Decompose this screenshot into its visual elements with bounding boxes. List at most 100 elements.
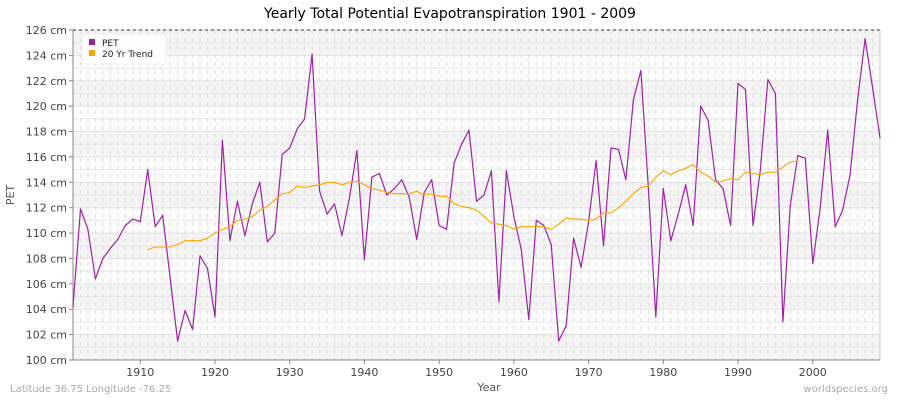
trend-data-point (446, 195, 448, 197)
pet-data-point (393, 188, 395, 190)
pet-data-point (147, 169, 149, 171)
trend-data-point (558, 223, 560, 225)
pet-data-point (804, 157, 806, 159)
pet-data-point (490, 170, 493, 172)
trend-data-point (333, 181, 336, 183)
x-tick-label: 2000 (799, 366, 827, 379)
trend-data-point (236, 219, 238, 221)
trend-data-point (677, 170, 679, 172)
pet-data-point (468, 129, 470, 131)
pet-data-point (767, 78, 769, 81)
trend-data-point (423, 194, 425, 196)
pet-data-point (692, 224, 694, 227)
pet-data-point (729, 224, 732, 227)
pet-data-point (864, 38, 866, 40)
pet-data-point (386, 194, 388, 196)
x-tick-label: 1970 (575, 366, 603, 379)
pet-data-point (453, 162, 455, 164)
trend-data-point (266, 205, 268, 208)
pet-data-point (191, 328, 194, 331)
pet-data-point (117, 238, 119, 241)
trend-data-point (767, 171, 769, 173)
pet-data-point (715, 179, 717, 181)
trend-data-point (393, 193, 395, 195)
pet-data-point (677, 213, 679, 215)
pet-data-point (528, 318, 530, 320)
x-tick-label: 1950 (425, 366, 453, 379)
trend-data-point (326, 181, 328, 183)
trend-data-point (371, 188, 373, 190)
pet-data-point (834, 226, 836, 228)
pet-data-point (296, 128, 298, 130)
pet-data-point (640, 70, 642, 72)
x-tick-label: 1930 (276, 366, 304, 379)
trend-data-point (685, 167, 687, 169)
trend-data-point (191, 240, 194, 242)
trend-data-point (296, 185, 298, 187)
pet-data-point (311, 53, 313, 55)
y-tick-label: 116 cm (26, 151, 67, 164)
trend-data-point (483, 215, 485, 218)
trend-data-point (475, 209, 478, 211)
x-tick-label: 1940 (350, 366, 378, 379)
pet-data-point (535, 219, 537, 221)
pet-data-point (520, 248, 522, 251)
pet-data-point (670, 240, 672, 242)
trend-data-point (251, 215, 253, 218)
pet-data-point (79, 208, 82, 210)
source-caption: worldspecies.org (803, 384, 888, 395)
pet-data-point (625, 179, 627, 181)
y-tick-label: 112 cm (26, 202, 67, 215)
trend-data-point (617, 207, 620, 209)
pet-data-point (632, 99, 635, 101)
trend-data-point (737, 179, 739, 181)
pet-data-point (236, 200, 238, 202)
trend-data-point (759, 174, 762, 176)
pet-data-point (304, 118, 306, 120)
trend-data-point (169, 246, 171, 248)
y-tick-label: 104 cm (26, 303, 67, 316)
trend-data-point (722, 180, 724, 182)
pet-data-point (109, 247, 111, 249)
pet-data-point (460, 143, 463, 145)
y-axis-label: PET (4, 185, 17, 206)
pet-data-point (333, 203, 336, 205)
trend-data-point (199, 240, 201, 242)
y-tick-label: 106 cm (26, 278, 67, 291)
pet-data-point (587, 221, 590, 223)
pet-data-point (318, 190, 321, 192)
pet-data-point (132, 218, 134, 220)
trend-data-point (401, 193, 403, 195)
pet-data-point (371, 176, 373, 178)
pet-data-point (184, 309, 186, 312)
trend-data-point (416, 190, 418, 192)
trend-data-point (647, 185, 649, 187)
pet-data-point (700, 105, 702, 107)
trend-data-point (311, 185, 313, 187)
pet-data-point (580, 266, 582, 268)
pet-data-point (162, 214, 164, 216)
trend-data-point (177, 243, 179, 246)
pet-data-point (513, 215, 515, 218)
trend-data-point (498, 223, 500, 225)
pet-data-point (378, 172, 380, 175)
trend-data-point (789, 161, 791, 163)
pet-data-point (550, 243, 552, 246)
location-caption: Latitude 36.75 Longitude -76.25 (10, 384, 172, 395)
pet-data-point (438, 224, 440, 227)
trend-data-point (700, 171, 702, 173)
trend-data-point (670, 174, 672, 176)
pet-data-point (341, 235, 343, 237)
pet-data-point (199, 255, 201, 257)
pet-data-point (244, 235, 246, 237)
trend-data-point (550, 228, 552, 230)
trend-data-point (707, 175, 709, 177)
pet-data-point (289, 147, 291, 149)
trend-data-point (318, 184, 321, 186)
pet-data-point (662, 188, 664, 190)
pet-data-point (617, 148, 620, 150)
trend-data-point (244, 218, 246, 220)
trend-data-point (640, 186, 642, 188)
trend-data-point (408, 193, 410, 195)
